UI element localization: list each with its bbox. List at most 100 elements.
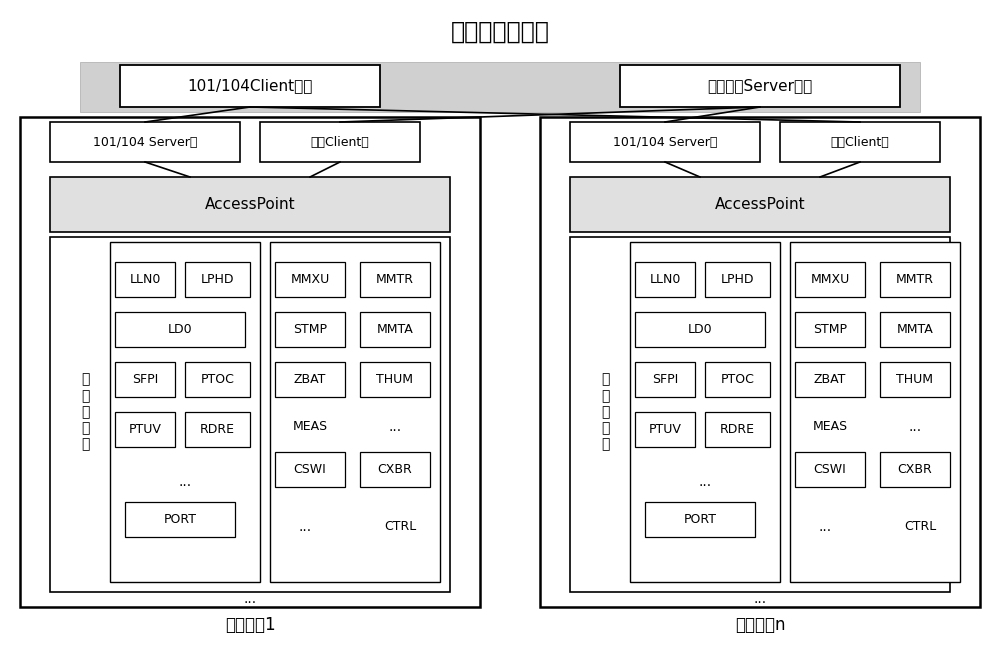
Text: LPHD: LPHD [721, 273, 754, 286]
Text: CXBR: CXBR [898, 463, 932, 476]
Text: ...: ... [698, 475, 712, 489]
Text: 101/104 Server端: 101/104 Server端 [93, 135, 197, 149]
Bar [115, 262, 175, 297]
Text: MMXU: MMXU [810, 273, 850, 286]
Bar [125, 502, 235, 537]
Bar [110, 242, 260, 582]
Bar [705, 412, 770, 447]
Bar [880, 452, 950, 487]
Text: LLN0: LLN0 [129, 273, 161, 286]
Text: 配电自动化主站: 配电自动化主站 [451, 20, 549, 44]
Text: THUM: THUM [896, 373, 934, 386]
Text: 功
能
自
描
述: 功 能 自 描 述 [601, 373, 609, 452]
Text: STMP: STMP [813, 323, 847, 336]
Bar [20, 117, 480, 607]
Bar [360, 262, 430, 297]
Text: THUM: THUM [376, 373, 414, 386]
Text: CTRL: CTRL [384, 520, 416, 534]
Bar [185, 362, 250, 397]
Bar [540, 117, 980, 607]
Bar [275, 262, 345, 297]
Bar [260, 122, 420, 162]
Text: LD0: LD0 [688, 323, 712, 336]
Text: ...: ... [908, 420, 922, 434]
Text: ...: ... [818, 520, 832, 534]
Text: AccessPoint: AccessPoint [205, 197, 295, 212]
Bar [360, 312, 430, 347]
Bar [790, 242, 960, 582]
Text: 配电终端n: 配电终端n [735, 616, 785, 634]
Bar [795, 312, 865, 347]
Text: MMTR: MMTR [376, 273, 414, 286]
Bar [360, 452, 430, 487]
Bar [630, 242, 780, 582]
Text: CXBR: CXBR [378, 463, 412, 476]
Bar [635, 312, 765, 347]
Bar [50, 237, 450, 592]
Bar [115, 312, 245, 347]
Text: ...: ... [388, 420, 402, 434]
Bar [780, 122, 940, 162]
Bar [795, 362, 865, 397]
Bar [880, 362, 950, 397]
Text: ZBAT: ZBAT [294, 373, 326, 386]
Text: PTOC: PTOC [201, 373, 234, 386]
Bar [635, 412, 695, 447]
Text: 101/104Client端口: 101/104Client端口 [187, 78, 313, 94]
Text: 功
能
自
描
述: 功 能 自 描 述 [81, 373, 89, 452]
Text: RDRE: RDRE [200, 423, 235, 436]
Text: 101/104 Server端: 101/104 Server端 [613, 135, 717, 149]
Bar [275, 312, 345, 347]
Text: ZBAT: ZBAT [814, 373, 846, 386]
Text: STMP: STMP [293, 323, 327, 336]
Text: PTOC: PTOC [721, 373, 754, 386]
Text: MEAS: MEAS [812, 421, 848, 433]
Bar [275, 452, 345, 487]
Bar [50, 122, 240, 162]
Text: CSWI: CSWI [294, 463, 326, 476]
Bar [120, 65, 380, 107]
Text: 注册Client端: 注册Client端 [311, 135, 369, 149]
Bar [795, 262, 865, 297]
Text: SFPI: SFPI [132, 373, 158, 386]
Bar [360, 362, 430, 397]
Text: PORT: PORT [164, 513, 196, 526]
Text: ...: ... [753, 592, 767, 606]
Text: LLN0: LLN0 [649, 273, 681, 286]
Bar [570, 122, 760, 162]
Text: 配电终端1: 配电终端1 [225, 616, 275, 634]
Bar [620, 65, 900, 107]
Bar [185, 412, 250, 447]
Text: CTRL: CTRL [904, 520, 936, 534]
Bar [50, 177, 450, 232]
Bar [570, 237, 950, 592]
Text: ...: ... [178, 475, 192, 489]
Bar [705, 262, 770, 297]
Bar [795, 452, 865, 487]
Text: PORT: PORT [684, 513, 716, 526]
Text: LD0: LD0 [168, 323, 192, 336]
Bar [635, 362, 695, 397]
Bar [115, 362, 175, 397]
Text: PTUV: PTUV [129, 423, 161, 436]
Text: 注册服务Server端口: 注册服务Server端口 [707, 78, 813, 94]
Bar [185, 262, 250, 297]
Text: MMTR: MMTR [896, 273, 934, 286]
Bar [115, 412, 175, 447]
Bar [645, 502, 755, 537]
Text: PTUV: PTUV [649, 423, 681, 436]
Bar [705, 362, 770, 397]
Text: LPHD: LPHD [201, 273, 234, 286]
Bar [80, 62, 920, 112]
Text: ...: ... [243, 592, 257, 606]
Text: AccessPoint: AccessPoint [715, 197, 805, 212]
Bar [880, 262, 950, 297]
Bar [635, 262, 695, 297]
Text: ...: ... [298, 520, 312, 534]
Text: RDRE: RDRE [720, 423, 755, 436]
Bar [270, 242, 440, 582]
Text: MMTA: MMTA [377, 323, 413, 336]
Text: CSWI: CSWI [814, 463, 846, 476]
Bar [275, 362, 345, 397]
Text: MMTA: MMTA [897, 323, 933, 336]
